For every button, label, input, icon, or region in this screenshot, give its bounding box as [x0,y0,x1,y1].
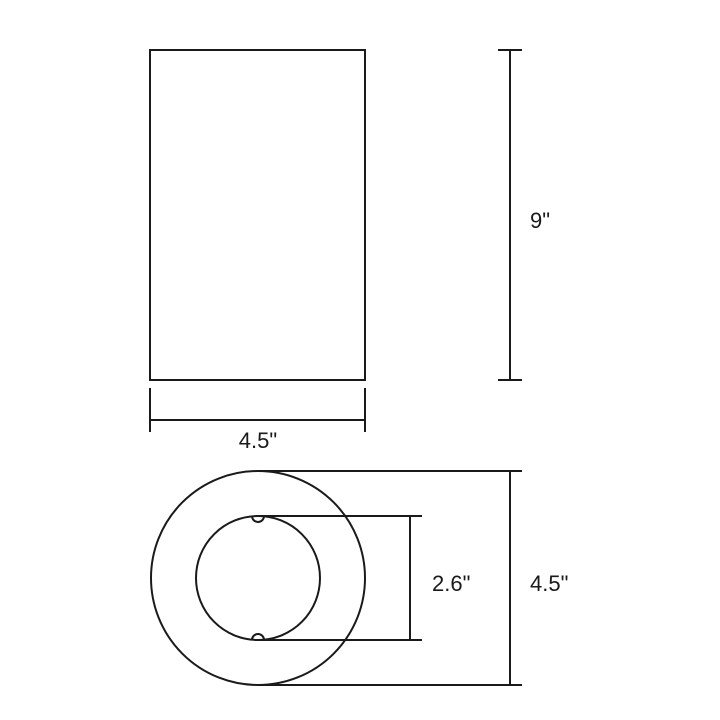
outer-dim-label: 4.5" [530,571,568,596]
dimension-drawing: 4.5" 9" 2.6" 4.5" [0,0,720,720]
top-view-inner-circle [196,516,320,640]
height-label: 9" [530,208,550,233]
inner-dim-label: 2.6" [432,571,470,596]
front-view-rect [150,50,365,380]
width-label: 4.5" [239,428,277,453]
top-view-outer-circle [151,471,365,685]
